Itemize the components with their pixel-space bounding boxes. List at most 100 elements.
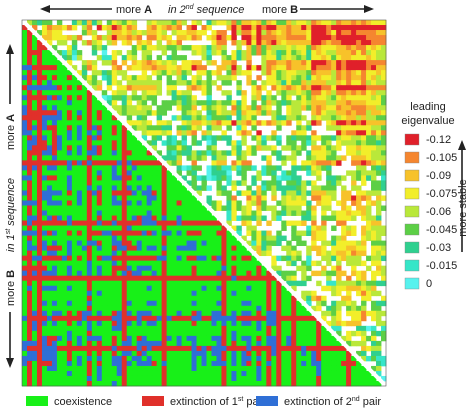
heatmap-cell	[181, 365, 187, 372]
heatmap-cell	[221, 310, 227, 317]
heatmap-cell	[51, 290, 58, 297]
heatmap-cell	[76, 380, 83, 387]
heatmap-cell	[91, 50, 98, 56]
heatmap-cell	[376, 130, 382, 136]
heatmap-cell	[141, 300, 148, 307]
heatmap-cell	[166, 55, 172, 61]
heatmap-cell	[101, 365, 108, 372]
heatmap-cell	[161, 295, 168, 302]
heatmap-cell	[61, 230, 68, 236]
heatmap-cell	[336, 95, 342, 101]
heatmap-cell	[376, 290, 382, 297]
heatmap-cell	[236, 25, 242, 31]
heatmap-cell	[311, 165, 317, 171]
heatmap-cell	[246, 75, 252, 81]
heatmap-cell	[286, 360, 292, 367]
heatmap-cell	[346, 170, 352, 176]
heatmap-cell	[266, 95, 272, 101]
heatmap-cell	[366, 375, 372, 382]
heatmap-cell	[241, 375, 247, 382]
heatmap-cell	[371, 115, 377, 121]
heatmap-cell	[256, 330, 262, 337]
heatmap-cell	[381, 355, 387, 362]
heatmap-cell	[161, 180, 168, 186]
heatmap-cell	[131, 350, 138, 357]
heatmap-cell	[186, 340, 192, 347]
heatmap-cell	[201, 325, 207, 332]
heatmap-cell	[146, 250, 153, 257]
heatmap-cell	[346, 25, 352, 31]
heatmap-cell	[41, 230, 48, 236]
heatmap-cell	[106, 150, 113, 156]
heatmap-cell	[31, 120, 38, 126]
heatmap-cell	[221, 315, 227, 322]
heatmap-cell	[191, 225, 197, 231]
heatmap-cell	[86, 150, 93, 156]
heatmap-cell	[41, 330, 48, 337]
heatmap-cell	[41, 320, 48, 327]
heatmap-cell	[161, 205, 168, 211]
heatmap-cell	[341, 105, 347, 111]
heatmap-cell	[251, 180, 257, 186]
heatmap-cell	[121, 345, 128, 352]
heatmap-cell	[81, 290, 88, 297]
heatmap-cell	[371, 175, 377, 181]
heatmap-cell	[326, 365, 332, 372]
heatmap-cell	[26, 265, 33, 272]
heatmap-cell	[186, 350, 192, 357]
heatmap-cell	[276, 265, 282, 272]
heatmap-cell	[181, 325, 187, 332]
heatmap-cell	[211, 230, 217, 236]
heatmap-cell	[281, 255, 287, 262]
heatmap-cell	[161, 185, 168, 191]
heatmap-cell	[261, 140, 267, 146]
heatmap-cell	[201, 375, 207, 382]
heatmap-cell	[206, 255, 212, 262]
heatmap-cell	[111, 255, 118, 262]
heatmap-cell	[161, 190, 168, 196]
heatmap-cell	[96, 215, 103, 221]
heatmap-cell	[86, 165, 93, 171]
heatmap-cell	[36, 190, 43, 196]
heatmap-cell	[306, 245, 312, 252]
heatmap-cell	[311, 245, 317, 252]
heatmap-cell	[381, 265, 387, 272]
heatmap-cell	[86, 295, 93, 302]
heatmap-cell	[181, 30, 187, 36]
heatmap-cell	[22, 100, 28, 106]
heatmap-cell	[141, 105, 148, 111]
heatmap-cell	[211, 200, 217, 206]
heatmap-cell	[251, 95, 257, 101]
heatmap-cell	[376, 170, 382, 176]
heatmap-cell	[216, 230, 222, 236]
heatmap-cell	[351, 215, 357, 221]
heatmap-cell	[146, 210, 153, 216]
heatmap-cell	[46, 155, 53, 161]
heatmap-cell	[176, 345, 182, 352]
heatmap-cell	[141, 85, 148, 91]
heatmap-cell	[156, 285, 163, 292]
heatmap-cell	[46, 105, 53, 111]
heatmap-cell	[251, 245, 257, 252]
heatmap-cell	[341, 20, 347, 26]
heatmap-cell	[106, 110, 113, 116]
heatmap-cell	[266, 60, 272, 66]
heatmap-cell	[366, 335, 372, 342]
heatmap-cell	[301, 25, 307, 31]
heatmap-cell	[326, 330, 332, 337]
heatmap-cell	[141, 220, 148, 226]
heatmap-cell	[166, 190, 172, 196]
heatmap-cell	[51, 170, 58, 176]
heatmap-cell	[111, 280, 118, 287]
heatmap-cell	[71, 175, 78, 181]
heatmap-cell	[121, 220, 128, 226]
heatmap-cell	[366, 160, 372, 166]
heatmap-cell	[371, 310, 377, 317]
heatmap-cell	[61, 220, 68, 226]
heatmap-cell	[76, 180, 83, 186]
heatmap-cell	[286, 295, 292, 302]
heatmap-cell	[276, 375, 282, 382]
heatmap-cell	[316, 365, 322, 372]
heatmap-cell	[46, 325, 53, 332]
heatmap-cell	[286, 280, 292, 287]
